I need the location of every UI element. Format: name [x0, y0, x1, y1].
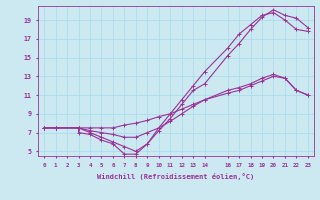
- X-axis label: Windchill (Refroidissement éolien,°C): Windchill (Refroidissement éolien,°C): [97, 174, 255, 181]
